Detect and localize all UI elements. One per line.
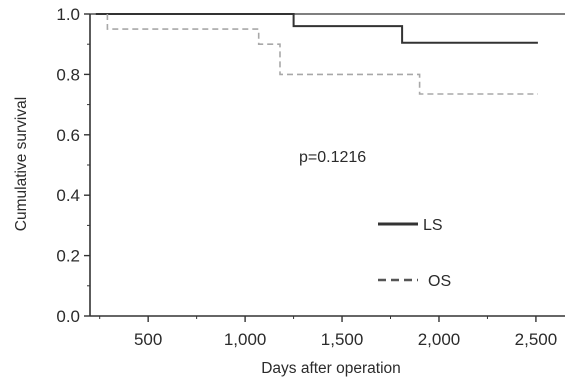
y-tick-label: 0.0	[56, 307, 80, 326]
x-tick-label: 1,500	[321, 330, 364, 349]
series-os-line	[106, 14, 538, 95]
y-tick-label: 0.4	[56, 186, 80, 205]
x-tick-label: 2,500	[515, 330, 558, 349]
y-axis-title: Cumulative survival	[13, 97, 30, 231]
x-axis-title: Days after operation	[261, 360, 401, 377]
x-tick-label: 500	[134, 330, 162, 349]
legend-label-ls: LS	[423, 217, 443, 234]
legend-label-os: OS	[428, 273, 451, 290]
y-tick-label: 0.2	[56, 247, 80, 266]
y-tick-label: 0.8	[56, 65, 80, 84]
series-ls-line	[95, 13, 538, 44]
y-tick-label: 1.0	[56, 5, 80, 24]
legend: LS OS	[378, 217, 451, 290]
series-layer	[95, 13, 538, 95]
x-tick-label: 1,000	[224, 330, 267, 349]
x-tick-label: 2,000	[418, 330, 461, 349]
axes: 0.0 0.2 0.4 0.6 0.8 1.0 500 1,000 1,500 2,000 2,50…	[56, 5, 565, 349]
p-value-annotation: p=0.1216	[299, 149, 366, 166]
y-tick-label: 0.6	[56, 126, 80, 145]
